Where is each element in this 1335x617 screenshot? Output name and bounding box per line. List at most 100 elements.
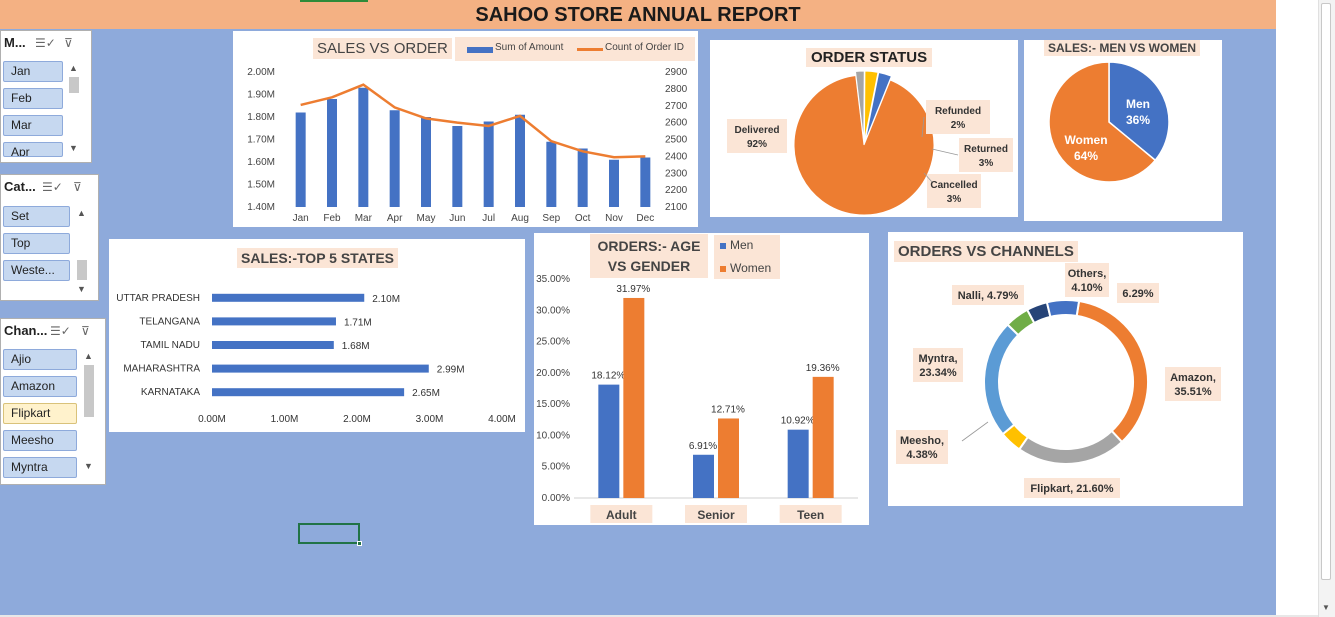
orders-line xyxy=(300,83,646,159)
y-tick-label: 2.00M xyxy=(247,67,275,78)
slicer-scroll-thumb[interactable] xyxy=(77,260,87,280)
chart-title: ORDER STATUS xyxy=(806,48,933,67)
y2-tick-label: 2200 xyxy=(665,185,688,196)
month-slicer-scrollbar[interactable]: ▲ ▼ xyxy=(67,61,81,159)
channel-data-label: Nalli, 4.79% xyxy=(958,290,1019,302)
scroll-down-icon[interactable]: ▼ xyxy=(84,461,93,471)
sales-bar xyxy=(640,157,651,207)
bar-value-label: 10.92% xyxy=(781,416,815,427)
scrollbar-thumb[interactable] xyxy=(1321,3,1331,580)
multi-select-icon[interactable]: ☰✓ xyxy=(35,36,56,50)
top5-states-chart[interactable]: SALES:-TOP 5 STATES UTTAR PRADESH 2.10M TE… xyxy=(109,239,525,432)
multi-select-icon[interactable]: ☰✓ xyxy=(42,180,63,194)
channel-data-label: 6.29% xyxy=(1122,288,1153,300)
age-vs-gender-chart[interactable]: ORDERS:- AGE VS GENDER Men Women 35.00% 3… xyxy=(534,233,869,525)
category-label: UTTAR PRADESH xyxy=(116,293,200,304)
orders-vs-channels-chart[interactable]: ORDERS VS CHANNELS Amazon, 35.51% Flipkart… xyxy=(888,232,1243,506)
bar-value-label: 31.97% xyxy=(616,284,650,295)
bar-value-label: 18.12% xyxy=(591,371,625,382)
clear-filter-icon[interactable]: ⊽ xyxy=(64,36,73,50)
gender-data-label: 36% xyxy=(1126,113,1150,127)
x-tick-label: 4.00M xyxy=(488,414,516,425)
sales-bar xyxy=(609,159,619,207)
slicer-item-set[interactable]: Set xyxy=(3,206,70,227)
scroll-up-icon[interactable]: ▲ xyxy=(84,351,93,361)
scroll-down-icon[interactable]: ▼ xyxy=(69,143,78,153)
state-bar xyxy=(212,341,334,349)
slicer-item-ajio[interactable]: Ajio xyxy=(3,349,77,370)
y-tick-label: 5.00% xyxy=(542,462,570,473)
slicer-item-flipkart[interactable]: Flipkart xyxy=(3,403,77,424)
selected-cell[interactable] xyxy=(298,523,360,544)
channel-data-label-bg xyxy=(1117,283,1159,303)
sales-vs-order-plot: 2.00M 1.90M 1.80M 1.70M 1.60M 1.50M 1.40M 2900 2… xyxy=(247,67,688,224)
sales-bar xyxy=(389,110,400,207)
category-label: TELANGANA xyxy=(139,316,200,327)
order-status-plot: Delivered92%Refunded2%Returned3%Cancelle… xyxy=(727,70,1013,216)
channel-data-label: Meesho, xyxy=(900,435,944,447)
scroll-up-icon[interactable]: ▲ xyxy=(77,208,86,218)
channel-slice xyxy=(1017,429,1124,465)
slicer-item-western[interactable]: Weste... xyxy=(3,260,70,281)
slicer-item-jan[interactable]: Jan xyxy=(3,61,63,82)
slicer-item-amazon[interactable]: Amazon xyxy=(3,376,77,397)
y2-tick-label: 2700 xyxy=(665,101,688,112)
status-slice xyxy=(863,70,879,142)
legend-swatch-women xyxy=(720,266,726,272)
channel-data-label: Flipkart, 21.60% xyxy=(1030,483,1113,495)
channel-data-label-bg xyxy=(952,285,1024,305)
x-tick-label: Oct xyxy=(575,213,591,224)
category-slicer: Cat... ☰✓ ⊽ Set Top Weste... ▲ ▼ xyxy=(0,174,99,301)
status-data-label-bg xyxy=(926,100,990,134)
chart-legend: Sum of Amount Count of Order ID xyxy=(455,37,695,61)
category-label: Adult xyxy=(606,508,637,522)
status-slice xyxy=(854,70,865,142)
y2-tick-label: 2500 xyxy=(665,135,688,146)
men-vs-women-chart[interactable]: SALES:- MEN VS WOMEN Men 36% Women 64% xyxy=(1024,40,1222,221)
category-label-bg xyxy=(590,505,653,523)
age-bar xyxy=(598,384,620,498)
slicer-item-myntra[interactable]: Myntra xyxy=(3,457,77,478)
order-status-chart[interactable]: ORDER STATUS Delivered 92% Refunded 2% Retur… xyxy=(710,40,1018,217)
top5-states-plot: UTTAR PRADESH 2.10M TELANGANA 1.71M TAMIL NA… xyxy=(116,293,516,425)
category-label: TAMIL NADU xyxy=(141,340,200,351)
scroll-up-icon[interactable]: ▲ xyxy=(69,63,78,73)
channel-slicer: Chan... ☰✓ ⊽ Ajio Amazon Flipkart Meesho… xyxy=(0,318,106,485)
sales-vs-order-chart[interactable]: SALES VS ORDER Sum of Amount Count of Or… xyxy=(233,31,698,227)
state-bar xyxy=(212,317,336,326)
slicer-item-top[interactable]: Top xyxy=(3,233,70,254)
multi-select-icon[interactable]: ☰✓ xyxy=(50,324,71,338)
clear-filter-icon[interactable]: ⊽ xyxy=(81,324,90,338)
channel-slicer-scrollbar[interactable]: ▲ ▼ xyxy=(82,349,96,479)
y-tick-label: 1.80M xyxy=(247,112,275,123)
legend-label-women: Women xyxy=(730,261,772,275)
gender-data-label: Men xyxy=(1126,97,1150,111)
status-data-label: Delivered xyxy=(734,125,779,136)
channel-data-label-bg xyxy=(896,430,948,464)
x-tick-label: 1.00M xyxy=(271,414,299,425)
x-tick-label: 2.00M xyxy=(343,414,371,425)
scroll-down-arrow-icon[interactable]: ▼ xyxy=(1322,603,1330,612)
slicer-item-feb[interactable]: Feb xyxy=(3,88,63,109)
slicer-item-meesho[interactable]: Meesho xyxy=(3,430,77,451)
slicer-item-mar[interactable]: Mar xyxy=(3,115,63,136)
state-bar xyxy=(212,293,365,302)
x-tick-label: 3.00M xyxy=(416,414,444,425)
gender-slice xyxy=(1048,61,1157,183)
category-label-bg xyxy=(685,505,747,523)
y2-tick-label: 2100 xyxy=(665,202,688,213)
y2-tick-label: 2900 xyxy=(665,67,688,78)
channel-data-label-bg xyxy=(1065,263,1109,297)
fill-handle[interactable] xyxy=(357,541,362,546)
gender-data-label: 64% xyxy=(1074,149,1098,163)
state-bar xyxy=(212,364,429,373)
clear-filter-icon[interactable]: ⊽ xyxy=(73,180,82,194)
x-tick-label: Dec xyxy=(636,213,654,224)
slicer-scroll-thumb[interactable] xyxy=(84,365,94,417)
category-slicer-scrollbar[interactable]: ▲ ▼ xyxy=(75,206,89,298)
scroll-down-icon[interactable]: ▼ xyxy=(77,284,86,294)
sales-bar xyxy=(546,141,557,207)
category-label: MAHARASHTRA xyxy=(123,364,200,375)
slicer-scroll-thumb[interactable] xyxy=(69,77,79,93)
slicer-item-apr[interactable]: Apr xyxy=(3,142,63,157)
